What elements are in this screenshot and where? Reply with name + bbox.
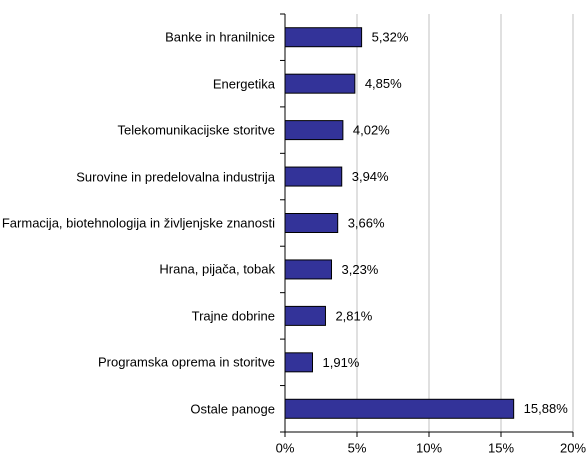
bar	[284, 73, 356, 94]
bar	[284, 213, 339, 233]
category-label: Programska oprema in storitve	[97, 354, 275, 370]
bar	[284, 305, 326, 326]
x-tick-label: 5%	[348, 440, 367, 455]
x-tick-label: 15%	[488, 440, 514, 455]
value-label: 3,66%	[348, 215, 385, 230]
x-tick-label: 0%	[276, 440, 295, 455]
bar	[284, 259, 333, 280]
bar	[284, 120, 344, 141]
category-label: Telekomunikacijske storitve	[117, 122, 275, 138]
category-label: Energetika	[212, 76, 275, 92]
value-label: 3,94%	[352, 169, 389, 184]
category-label: Surovine in predelovalna industrija	[76, 169, 275, 185]
value-label: 15,88%	[524, 401, 569, 416]
bar	[284, 166, 343, 187]
value-label: 5,32%	[372, 30, 409, 45]
x-tick-label: 10%	[416, 440, 442, 455]
category-label: Hrana, pijača, tobak	[159, 261, 275, 277]
bar	[284, 27, 363, 48]
value-label: 1,91%	[323, 355, 360, 370]
bar	[284, 352, 314, 373]
category-label: Ostale panoge	[190, 401, 275, 417]
x-tick-label: 20%	[560, 440, 586, 455]
value-label: 3,23%	[342, 262, 379, 277]
value-label: 4,02%	[353, 123, 390, 138]
value-label: 4,85%	[365, 76, 402, 91]
category-label: Banke in hranilnice	[165, 29, 275, 45]
value-label: 2,81%	[335, 308, 372, 323]
category-label: Farmacija, biotehnologija in življenjske…	[1, 215, 275, 231]
category-label: Trajne dobrine	[191, 308, 275, 324]
bar	[284, 398, 515, 419]
